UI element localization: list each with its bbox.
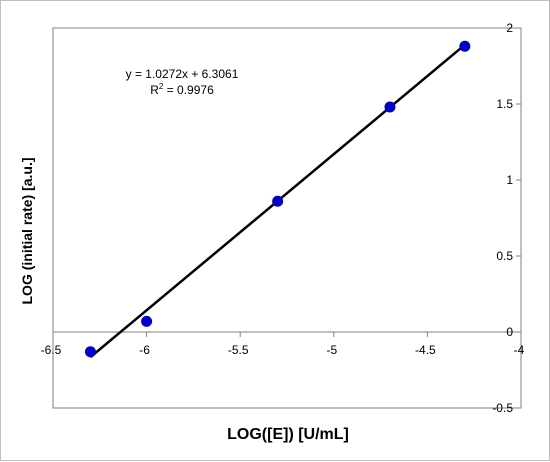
x-axis-title: LOG([E]) [U/mL] — [227, 426, 349, 443]
y-tick-label: -0.5 — [492, 401, 513, 415]
plot-area: -6.5 -6 -5.5 -5 -4.5 -4 -0.5 0 0.5 1 1.5 2 — [41, 21, 525, 415]
x-tick-label: -4.5 — [415, 343, 436, 357]
data-point — [384, 101, 396, 113]
x-tick-label: -6.5 — [41, 343, 62, 357]
r-squared-label: R2 = 0.9976 — [150, 82, 214, 97]
y-tick-label: 0.5 — [496, 249, 513, 263]
y-tick-label: 0 — [506, 325, 513, 339]
data-point — [272, 195, 284, 207]
y-tick-label: 2 — [506, 21, 513, 35]
data-point — [141, 315, 153, 327]
x-tick-label: -6 — [139, 343, 150, 357]
x-tick-label: -4 — [514, 343, 525, 357]
y-tick-label: 1.5 — [496, 97, 513, 111]
y-axis-title: LOG (initial rate) [a.u.] — [19, 157, 35, 304]
trendline-equation: y = 1.0272x + 6.3061 — [126, 67, 239, 81]
x-tick-label: -5 — [326, 343, 337, 357]
data-point — [84, 346, 96, 358]
x-tick-label: -5.5 — [228, 343, 249, 357]
data-point — [459, 40, 471, 52]
plot-frame — [52, 27, 522, 409]
y-tick-label: 1 — [506, 173, 513, 187]
